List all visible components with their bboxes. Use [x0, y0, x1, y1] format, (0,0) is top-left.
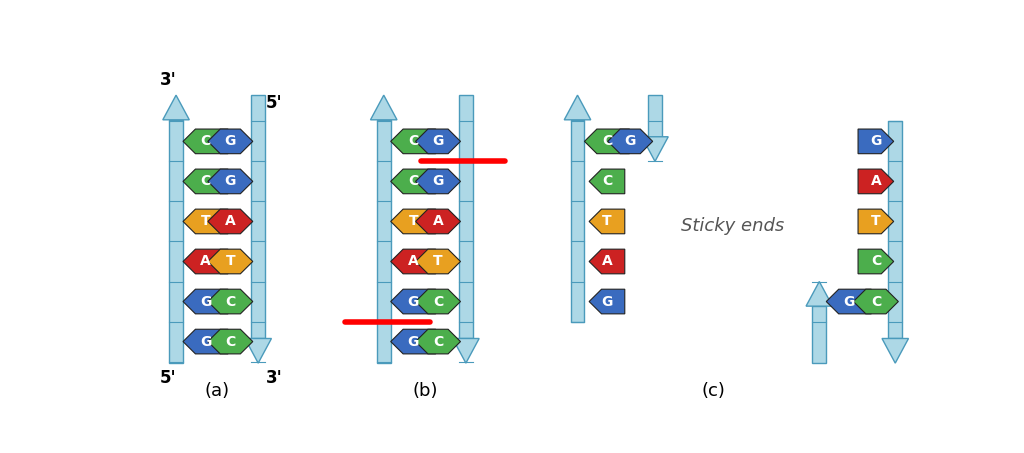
Text: A: A	[601, 255, 612, 269]
Text: C: C	[870, 255, 881, 269]
Text: 3': 3'	[160, 71, 177, 89]
Text: C: C	[602, 174, 612, 188]
Bar	[648, 95, 662, 137]
Polygon shape	[391, 129, 435, 154]
Text: G: G	[843, 294, 854, 308]
Text: G: G	[200, 335, 211, 348]
Text: C: C	[409, 174, 419, 188]
Polygon shape	[806, 281, 833, 306]
Bar	[251, 95, 265, 338]
Polygon shape	[391, 209, 435, 234]
Polygon shape	[163, 95, 189, 120]
Text: G: G	[870, 135, 882, 149]
Text: A: A	[200, 255, 211, 269]
Text: G: G	[432, 174, 443, 188]
Text: G: G	[224, 135, 236, 149]
Text: C: C	[602, 135, 612, 149]
Polygon shape	[208, 169, 253, 194]
Polygon shape	[564, 95, 591, 120]
Polygon shape	[371, 95, 397, 120]
Polygon shape	[183, 249, 228, 274]
Text: T: T	[201, 214, 210, 228]
Bar	[459, 95, 473, 338]
Text: G: G	[601, 294, 612, 308]
Text: T: T	[409, 214, 418, 228]
Text: 5': 5'	[266, 94, 283, 111]
Text: A: A	[225, 214, 236, 228]
Polygon shape	[858, 129, 894, 154]
Polygon shape	[589, 289, 625, 314]
Polygon shape	[391, 329, 435, 354]
Text: T: T	[433, 255, 442, 269]
Polygon shape	[416, 329, 461, 354]
Polygon shape	[208, 289, 253, 314]
Polygon shape	[882, 338, 908, 363]
Text: C: C	[225, 294, 236, 308]
Polygon shape	[416, 209, 461, 234]
Polygon shape	[416, 129, 461, 154]
Text: C: C	[870, 294, 881, 308]
Polygon shape	[208, 329, 253, 354]
Polygon shape	[826, 289, 871, 314]
Text: C: C	[433, 335, 443, 348]
Polygon shape	[642, 137, 669, 161]
Polygon shape	[183, 169, 228, 194]
Text: C: C	[433, 294, 443, 308]
Bar	[888, 121, 902, 338]
Text: T: T	[225, 255, 236, 269]
Polygon shape	[208, 209, 253, 234]
Text: T: T	[871, 214, 881, 228]
Text: G: G	[224, 174, 236, 188]
Bar	[812, 306, 826, 363]
Polygon shape	[183, 129, 228, 154]
Text: C: C	[225, 335, 236, 348]
Bar	[377, 120, 391, 363]
Polygon shape	[589, 169, 625, 194]
Text: T: T	[602, 214, 611, 228]
Polygon shape	[585, 129, 630, 154]
Text: G: G	[625, 135, 636, 149]
Bar	[169, 120, 183, 363]
Polygon shape	[607, 129, 652, 154]
Polygon shape	[391, 169, 435, 194]
Text: A: A	[432, 214, 443, 228]
Polygon shape	[208, 249, 253, 274]
Text: 5': 5'	[160, 369, 176, 387]
Polygon shape	[183, 289, 228, 314]
Polygon shape	[589, 209, 625, 234]
Text: C: C	[201, 174, 211, 188]
Polygon shape	[858, 209, 894, 234]
Text: 3': 3'	[266, 369, 283, 387]
Text: G: G	[432, 135, 443, 149]
Text: (b): (b)	[412, 382, 437, 400]
Text: C: C	[409, 135, 419, 149]
Polygon shape	[416, 289, 461, 314]
Polygon shape	[416, 249, 461, 274]
Polygon shape	[453, 338, 479, 363]
Polygon shape	[858, 169, 894, 194]
Text: C: C	[201, 135, 211, 149]
Polygon shape	[183, 209, 228, 234]
Text: G: G	[408, 294, 419, 308]
Text: (a): (a)	[205, 382, 229, 400]
Polygon shape	[183, 329, 228, 354]
Polygon shape	[589, 249, 625, 274]
Text: (c): (c)	[701, 382, 725, 400]
Polygon shape	[853, 289, 898, 314]
Bar	[570, 120, 585, 322]
Text: A: A	[870, 174, 882, 188]
Polygon shape	[858, 249, 894, 274]
Polygon shape	[391, 289, 435, 314]
Polygon shape	[391, 249, 435, 274]
Polygon shape	[416, 169, 461, 194]
Polygon shape	[245, 338, 271, 363]
Text: A: A	[408, 255, 419, 269]
Text: G: G	[408, 335, 419, 348]
Text: G: G	[200, 294, 211, 308]
Polygon shape	[208, 129, 253, 154]
Text: Sticky ends: Sticky ends	[681, 217, 784, 235]
